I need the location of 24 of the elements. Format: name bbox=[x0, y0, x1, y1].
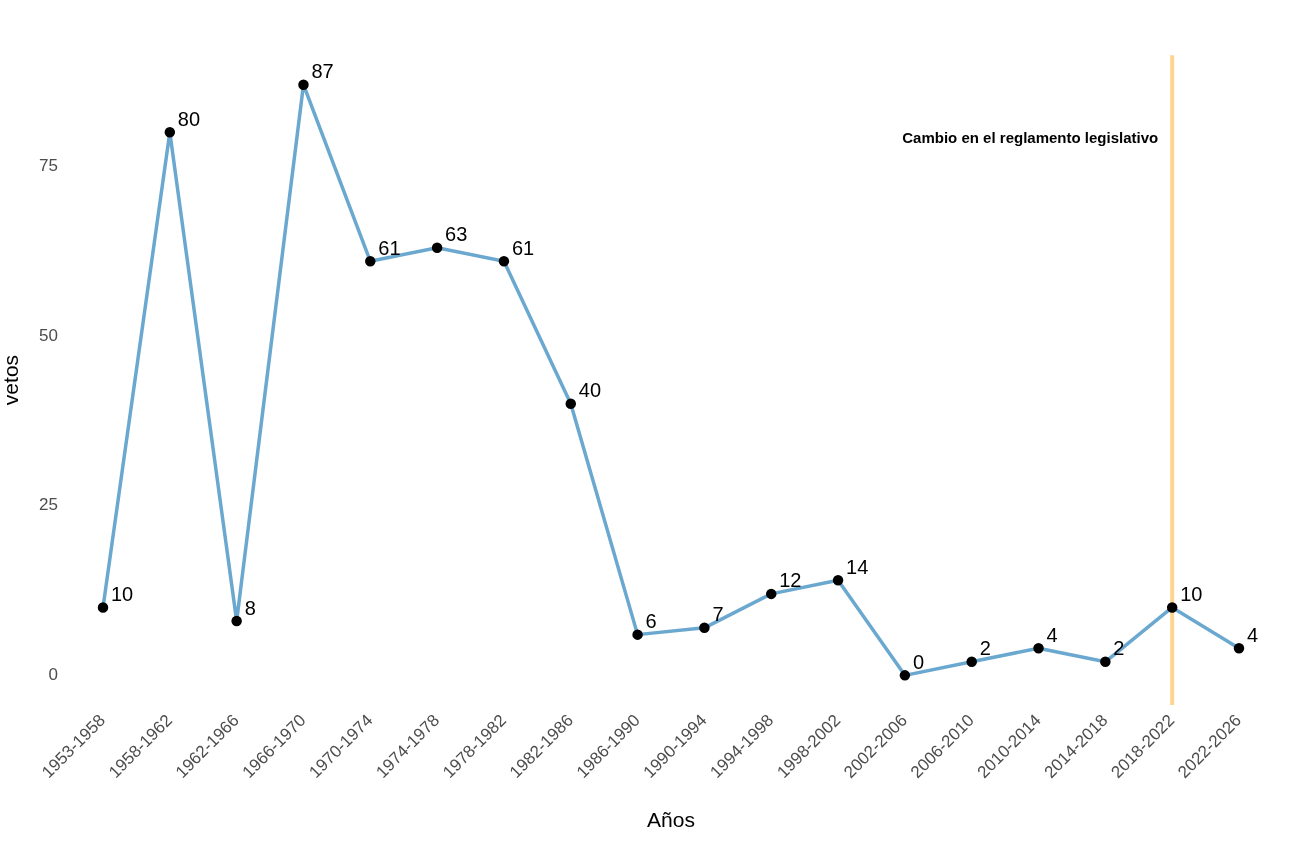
y-tick-label: 0 bbox=[48, 665, 58, 685]
y-tick-label: 75 bbox=[39, 155, 58, 175]
data-label: 14 bbox=[846, 555, 869, 578]
data-label: 8 bbox=[244, 596, 256, 619]
y-tick-label: 25 bbox=[39, 495, 58, 515]
data-label: 10 bbox=[111, 582, 134, 605]
data-label: 0 bbox=[912, 650, 925, 673]
data-label: 80 bbox=[177, 107, 201, 130]
x-axis-title: Años bbox=[647, 808, 695, 832]
data-label: 6 bbox=[645, 610, 657, 633]
data-label: 61 bbox=[378, 236, 401, 259]
y-tick-label: 50 bbox=[39, 325, 58, 345]
data-label: 10 bbox=[1180, 582, 1203, 605]
data-label: 87 bbox=[311, 60, 334, 83]
data-label: 4 bbox=[1046, 623, 1058, 646]
data-label: 40 bbox=[578, 379, 602, 402]
data-label: 4 bbox=[1247, 623, 1259, 646]
y-axis-title: vetos bbox=[0, 354, 23, 406]
data-label: 7 bbox=[712, 603, 724, 626]
ref-line-label: Cambio en el reglamento legislativo bbox=[902, 129, 1159, 147]
data-label: 12 bbox=[779, 569, 802, 592]
data-label: 2 bbox=[979, 637, 991, 660]
data-label: 61 bbox=[511, 236, 535, 259]
data-label: 63 bbox=[445, 223, 468, 246]
